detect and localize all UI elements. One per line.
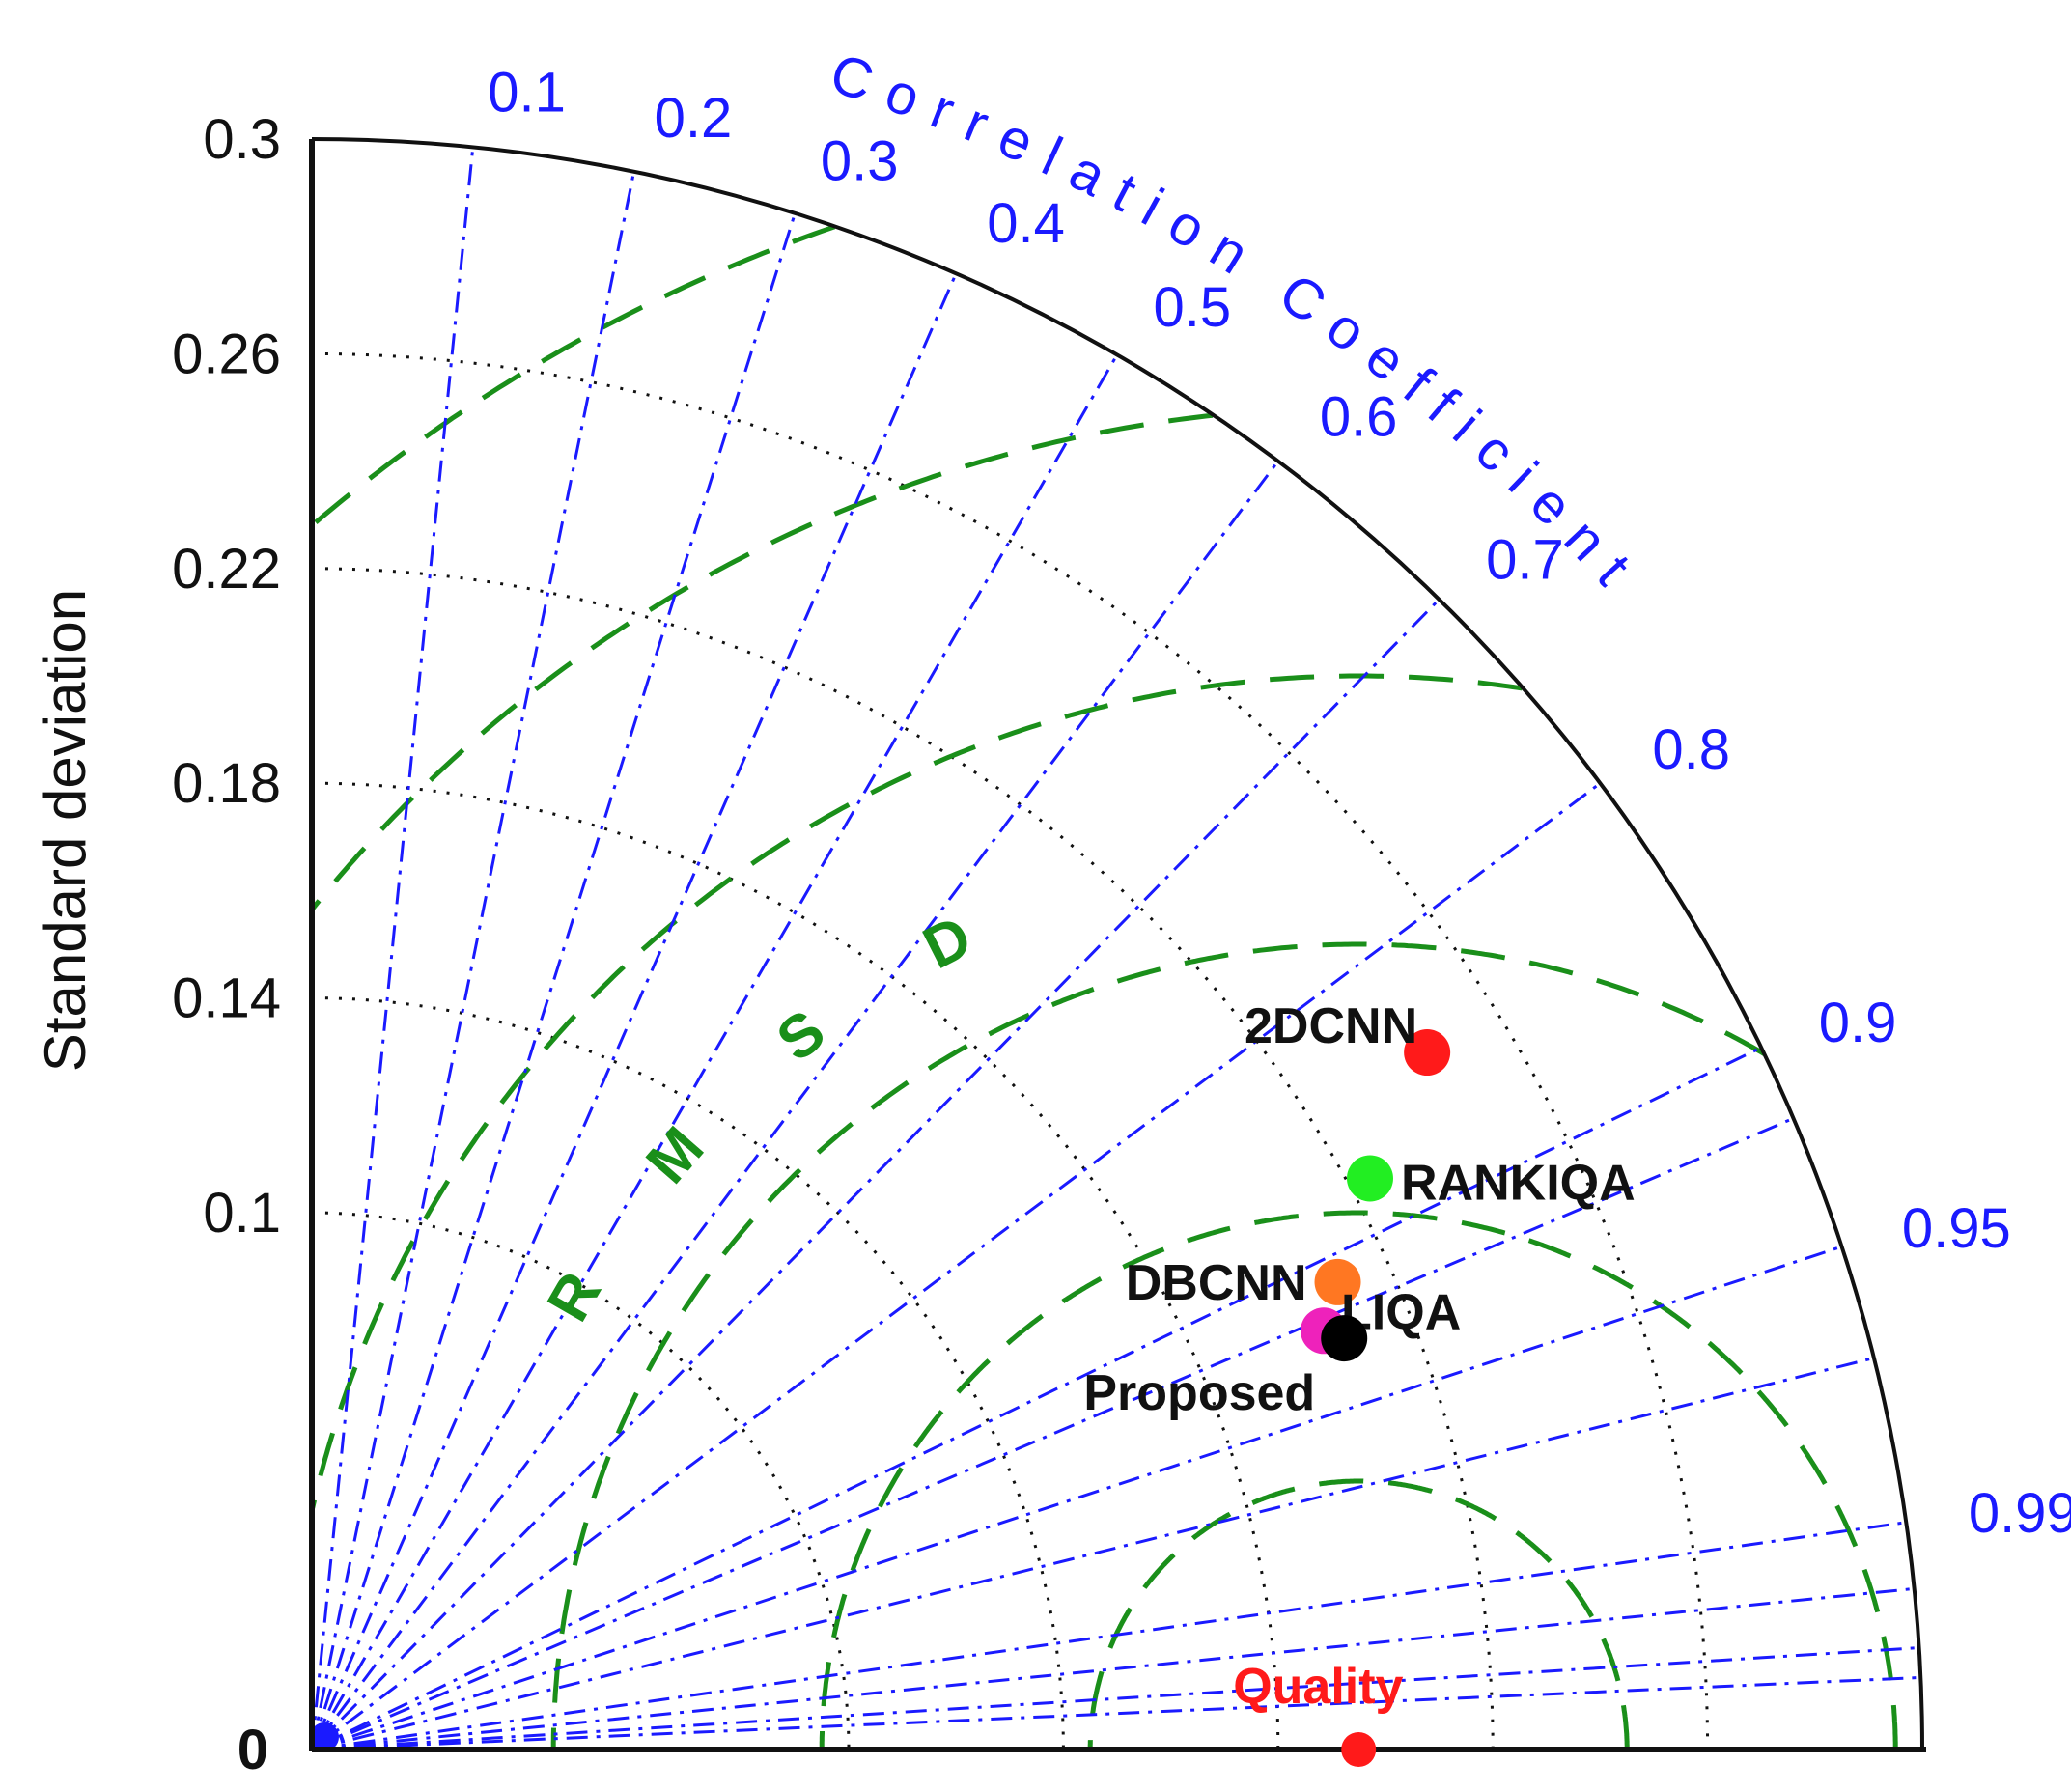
std-tick-label-2: 0.14 <box>172 967 281 1030</box>
point-proposed <box>1321 1315 1368 1362</box>
point-label-dbcnn: DBCNN <box>1126 1255 1307 1311</box>
origin-marker <box>310 1722 339 1751</box>
correlation-ray-6 <box>310 598 1441 1751</box>
rmsd-contour-4 <box>310 412 1214 911</box>
rmsd-contour-1 <box>819 1210 1898 1750</box>
rmsd-contour-3 <box>310 673 1523 1509</box>
reference-label: Quality <box>1233 1659 1403 1715</box>
reference-point <box>1341 1732 1377 1767</box>
corr-tick-label-4: 0.5 <box>1154 276 1232 339</box>
correlation-ray-15 <box>311 1675 1921 1751</box>
correlation-ray-13 <box>311 1586 1915 1751</box>
correlation-ray-1 <box>310 171 636 1750</box>
corr-tick-label-6: 0.7 <box>1486 529 1564 592</box>
correlation-ray-11 <box>311 1116 1795 1751</box>
point-label-2dcnn: 2DCNN <box>1245 998 1417 1054</box>
std-grid-arc-0 <box>311 1211 851 1750</box>
rmsd-contour-2 <box>550 941 1766 1750</box>
std-tick-label-1: 0.1 <box>203 1182 281 1245</box>
correlation-ray-0 <box>310 147 475 1750</box>
point-rankiqa <box>1346 1155 1393 1202</box>
correlation-ray-2 <box>310 212 797 1750</box>
corr-tick-label-7: 0.8 <box>1652 718 1730 781</box>
correlation-ray-4 <box>310 353 1119 1750</box>
std-tick-label-3: 0.18 <box>172 752 281 815</box>
correlation-ray-8 <box>311 1046 1762 1751</box>
corr-tick-label-10: 0.99 <box>1969 1482 2071 1545</box>
rmsd-contour-0 <box>1087 1478 1630 1750</box>
rmsd-contour-5 <box>311 224 836 527</box>
point-label-rankiqa: RANKIQA <box>1401 1155 1636 1211</box>
rmsd-label-letter-0: R <box>535 1261 614 1331</box>
std-grid-arc-4 <box>311 351 1710 1750</box>
rmsd-label-letter-3: D <box>913 903 982 982</box>
correlation-ray-7 <box>311 782 1602 1751</box>
rmsd-contours <box>310 224 1898 1750</box>
std-grid-arc-2 <box>311 781 1280 1750</box>
point-2dcnn <box>1404 1029 1451 1077</box>
outer-arc <box>311 137 1924 1750</box>
std-tick-label-6: 0.3 <box>203 108 281 171</box>
corr-tick-label-2: 0.3 <box>821 129 899 192</box>
corr-tick-label-0: 0.1 <box>488 62 566 125</box>
corr-tick-label-1: 0.2 <box>655 87 733 150</box>
rmsd-label-letter-1: M <box>633 1115 716 1196</box>
correlation-axis-label: Correlation Coefficient <box>823 42 1654 609</box>
correlation-axis-label-text: Correlation Coefficient <box>823 42 1637 609</box>
corr-tick-label-9: 0.95 <box>1902 1197 2011 1260</box>
std-grid-arc-1 <box>311 996 1065 1750</box>
std-grid-arc-3 <box>311 567 1495 1750</box>
std-tick-label-4: 0.22 <box>172 538 281 601</box>
point-label-proposed: Proposed <box>1083 1365 1315 1421</box>
std-tick-label-5: 0.26 <box>172 322 281 385</box>
point-dbcnn <box>1314 1258 1361 1305</box>
axes <box>309 137 1926 1752</box>
y-axis-label: Standard deviation <box>33 589 98 1072</box>
correlation-ray-9 <box>311 1245 1843 1751</box>
correlation-ray-5 <box>310 460 1280 1750</box>
tick-labels: 0 0.1 0.14 0.18 0.22 0.26 0.3 0.1 0.2 0.3 0.4 0.5 0.… <box>172 62 2071 1781</box>
axis-labels: Standard deviation Correlation Coefficien… <box>33 42 1654 1332</box>
correlation-ray-14 <box>311 1646 1919 1751</box>
correlation-rays <box>310 147 1921 1751</box>
correlation-ray-12 <box>311 1357 1875 1751</box>
correlation-ray-10 <box>311 1521 1907 1751</box>
corr-tick-label-8: 0.9 <box>1819 992 1897 1054</box>
corr-tick-label-3: 0.4 <box>987 192 1065 255</box>
corr-tick-label-5: 0.6 <box>1320 386 1398 449</box>
std-grid-arcs <box>311 351 1710 1750</box>
correlation-ray-3 <box>310 272 958 1750</box>
std-tick-label-0: 0 <box>238 1719 268 1781</box>
